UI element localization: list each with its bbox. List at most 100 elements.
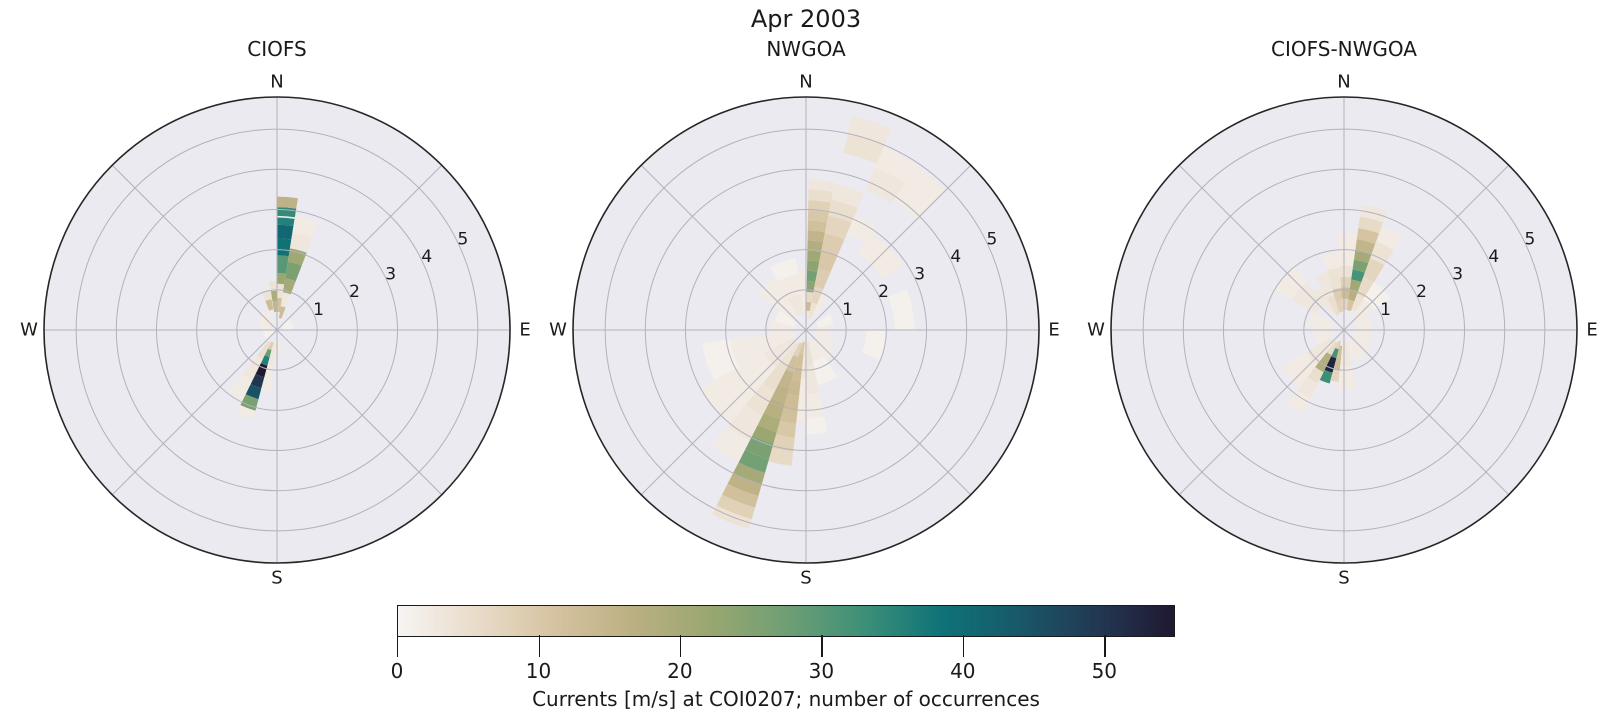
rose-cell: [773, 295, 798, 321]
rose-cell: [1330, 368, 1340, 382]
rose-cell: [778, 369, 794, 388]
radial-tick-label: 3: [914, 265, 925, 285]
rose-cell: [1326, 341, 1338, 356]
rose-cell: [757, 277, 786, 306]
rose-cell: [722, 483, 759, 508]
rose-cell: [733, 462, 766, 485]
direction-label-w: W: [20, 320, 38, 341]
plot-title-nwgoa: NWGOA: [766, 37, 846, 61]
rose-cell: [807, 230, 826, 243]
rose-cell: [817, 251, 838, 273]
direction-label-w: W: [1087, 320, 1105, 341]
rose-cell: [264, 348, 272, 358]
rose-cell: [793, 342, 803, 358]
rose-cell: [797, 269, 806, 315]
radial-tick-label: 5: [986, 229, 997, 249]
rose-cell: [1355, 239, 1376, 254]
spoke-line: [640, 329, 807, 496]
rose-cell: [1313, 325, 1334, 346]
rose-cell: [1335, 299, 1343, 313]
spoke-line: [111, 164, 278, 331]
rose-cell: [702, 339, 740, 381]
rose-cell: [865, 167, 905, 204]
spoke-line: [276, 164, 443, 331]
grid-layer: [44, 97, 510, 563]
radial-tick-label: 1: [1380, 300, 1391, 320]
rose-cell: [806, 416, 828, 435]
rose-cell: [808, 189, 833, 203]
rose-cell: [1356, 228, 1380, 244]
rose-cell: [1315, 352, 1332, 373]
rose-cell: [267, 341, 276, 366]
polar-plot-ciofs-nwgoa: 1 2 3 4 5 N S E W: [1087, 72, 1598, 589]
rose-cell: [1314, 287, 1335, 315]
spoke-line: [276, 329, 443, 496]
rose-cell: [808, 339, 824, 362]
rose-cell: [287, 248, 307, 266]
radial-tick-label: 2: [349, 282, 360, 302]
rose-cell: [1349, 279, 1362, 292]
rose-cell: [1352, 330, 1373, 346]
rose-cell: [807, 250, 822, 262]
rose-cell: [1274, 266, 1307, 300]
rose-cell: [806, 310, 810, 319]
rose-cell: [806, 291, 814, 303]
radial-tick-label: 2: [1416, 282, 1427, 302]
rose-cell: [1319, 369, 1333, 384]
rose-cell: [277, 207, 297, 218]
rose-cell: [1331, 348, 1339, 359]
rose-cell: [1291, 282, 1325, 314]
rose-cell: [716, 494, 756, 520]
rose-cell: [821, 233, 845, 257]
rose-cell: [1305, 338, 1335, 365]
rose-cell: [768, 447, 794, 466]
spoke-line: [1178, 329, 1345, 496]
plot-title-ciofs-nwgoa: CIOFS-NWGOA: [1271, 37, 1417, 61]
spoke-line: [640, 164, 807, 331]
rose-cell: [277, 255, 289, 274]
rose-cell: [774, 310, 797, 327]
rose-cell: [812, 293, 829, 317]
rose-cell: [807, 260, 820, 272]
rose-cell: [783, 393, 800, 410]
colorbar-tick: [962, 635, 965, 657]
rose-cell: [255, 363, 268, 378]
rose-cell: [1363, 282, 1391, 310]
rose-cell: [727, 404, 763, 441]
radial-tick-label: 5: [457, 229, 468, 249]
rose-cell: [289, 232, 313, 253]
rose-cell: [1346, 341, 1355, 358]
radial-tick-label: 1: [313, 300, 324, 320]
direction-label-n: N: [1337, 72, 1350, 93]
rose-cell: [757, 412, 781, 433]
colorbar-tick: [821, 635, 823, 657]
radial-tick-label: 4: [950, 247, 961, 267]
rose-cell: [777, 274, 801, 299]
rose-cell: [1376, 226, 1403, 250]
colorbar-tick-label: 50: [1091, 659, 1118, 683]
rose-cell: [261, 289, 272, 301]
rose-cell: [744, 435, 774, 460]
rose-cell: [1352, 259, 1369, 273]
rose-cell: [808, 302, 817, 319]
colorbar-tick-label: 0: [390, 659, 404, 683]
outer-circle: [1110, 96, 1578, 564]
rose-cell: [280, 292, 291, 308]
rose-cell: [769, 258, 799, 282]
direction-label-w: W: [549, 320, 567, 341]
colorbar-ticks: 0 10 20 30 40 50: [391, 635, 1175, 683]
rose-cell: [1297, 376, 1318, 399]
radial-tick-label: 3: [385, 265, 396, 285]
direction-label-n: N: [799, 72, 812, 93]
direction-label-s: S: [800, 568, 811, 589]
rose-cell: [1353, 314, 1373, 330]
rose-cell: [1348, 289, 1359, 302]
rose-cell: [700, 370, 753, 424]
rose-cell: [1322, 251, 1340, 271]
rose-cell: [1327, 295, 1340, 316]
rose-cell: [1281, 352, 1317, 387]
rose-cell: [806, 341, 814, 367]
rose-cell: [277, 196, 298, 209]
rose-cell: [799, 341, 805, 354]
